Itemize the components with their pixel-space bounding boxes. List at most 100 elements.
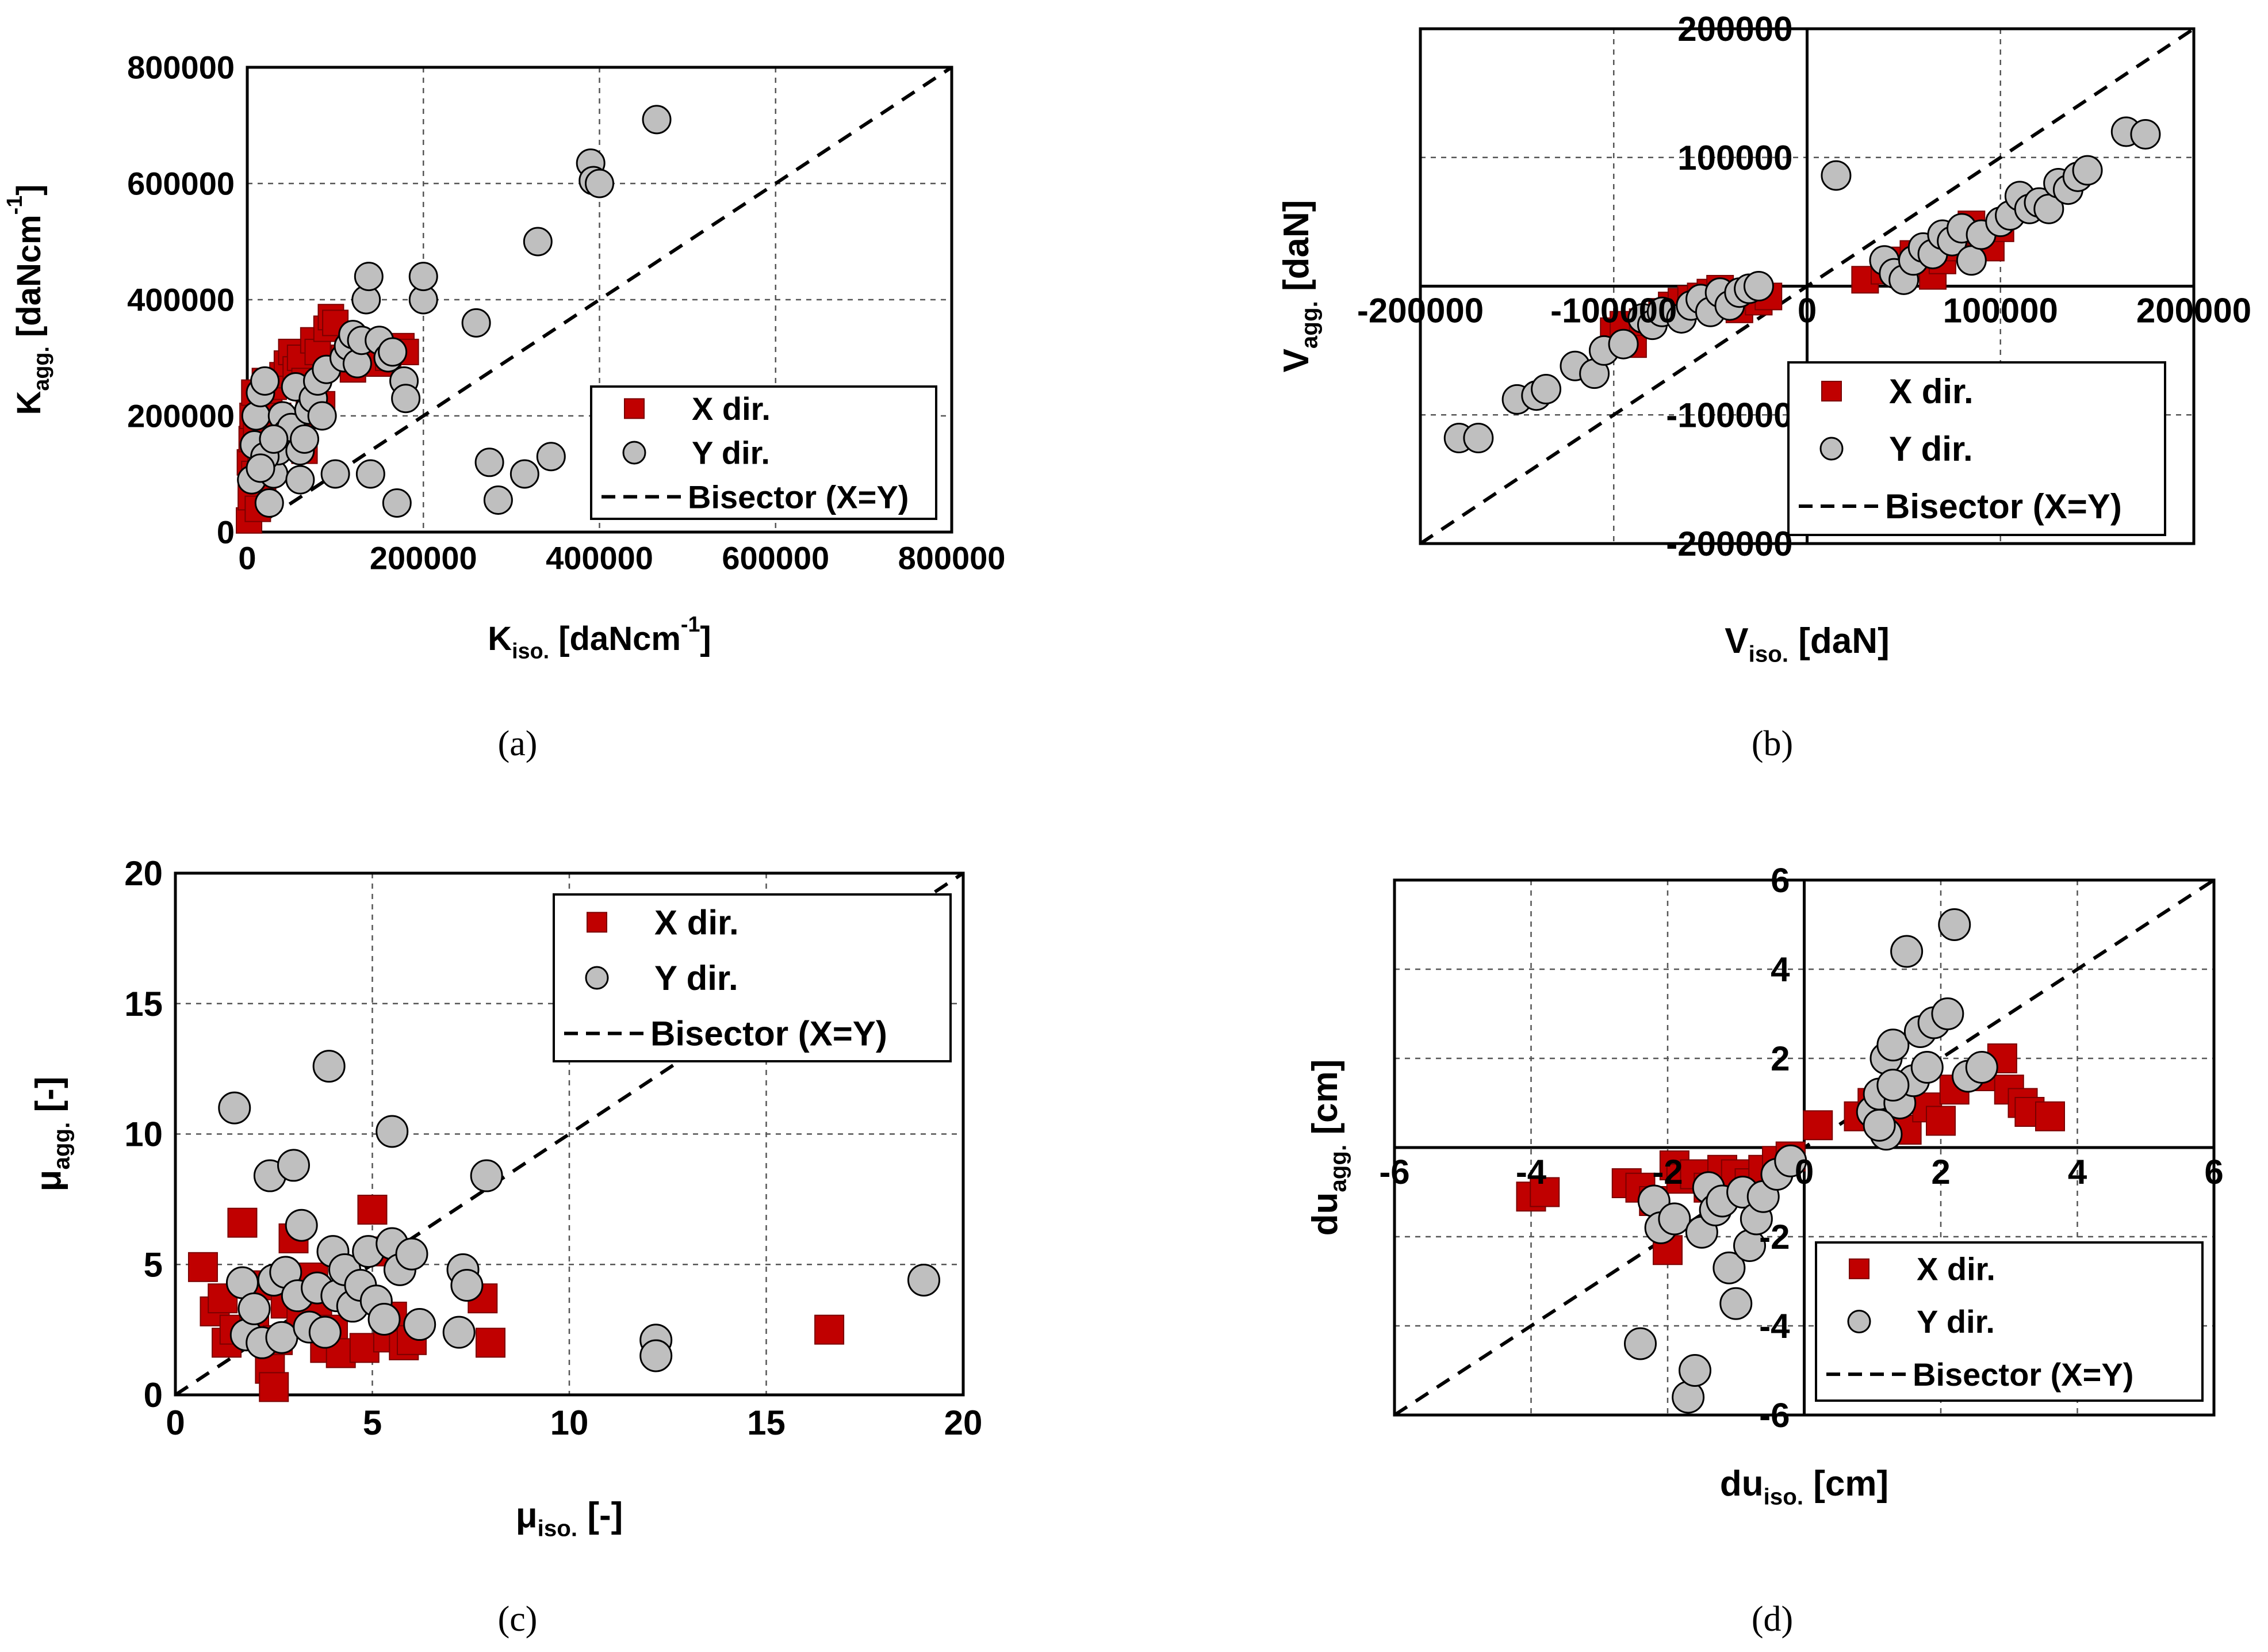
charta-y-dir-point xyxy=(536,442,566,472)
chartb-legend-entry-label: Bisector (X=Y) xyxy=(1885,487,2122,526)
chartd-y-dir-point xyxy=(1931,997,1964,1030)
charta-legend-x-dir-symbol xyxy=(624,398,645,419)
chartb-y-dir-point xyxy=(2130,118,2161,150)
charta-y-dir-point xyxy=(408,262,438,292)
charta-legend-entry-label: X dir. xyxy=(692,391,771,427)
charta-y-dir-point xyxy=(320,459,350,489)
chartd-y-dir-point xyxy=(1774,1144,1807,1177)
chartb-x-tick-label: 100000 xyxy=(1943,292,2058,330)
chartd-x-dir-point xyxy=(1803,1110,1833,1141)
chart-b: -200000 -100000 0 100000 200000 -200000 -10000… xyxy=(1277,10,2251,667)
charta-bisector-line xyxy=(246,66,953,534)
charta-y-dir-point xyxy=(254,488,284,518)
chartc-y-dir-point xyxy=(312,1050,346,1083)
chartc-x-dir-point xyxy=(476,1328,505,1358)
chartd-y-tick-label: 2 xyxy=(1771,1039,1790,1078)
chartc-y-dir-point xyxy=(639,1339,673,1372)
charta-y-dir-point xyxy=(259,424,289,454)
chartd-y-dir-point xyxy=(1890,935,1924,968)
caption-d: (d) xyxy=(1751,1600,1794,1639)
chartc-x-axis-label: μiso. [-] xyxy=(516,1496,623,1542)
chart-a: 0 200000 400000 600000 800000 0 200000 400000 60… xyxy=(2,49,1005,663)
caption-c: (c) xyxy=(497,1600,538,1639)
chartb-y-dir-point xyxy=(1956,245,1987,276)
chartc-y-tick-label: 20 xyxy=(124,854,163,893)
chartd-legend-x-dir-symbol xyxy=(1849,1258,1869,1279)
charta-y-dir-point xyxy=(246,453,275,483)
chartd-x-tick-label: 6 xyxy=(2204,1153,2223,1191)
chartc-y-tick-label: 0 xyxy=(144,1376,163,1414)
chartc-y-dir-point xyxy=(403,1308,436,1341)
chartd-x-tick-label: 0 xyxy=(1795,1153,1814,1191)
charta-x-tick-label: 800000 xyxy=(898,540,1006,576)
charta-y-tick-label: 200000 xyxy=(127,398,235,434)
chartb-y-dir-point xyxy=(1463,423,1494,454)
chartd-y-tick-label: -4 xyxy=(1759,1307,1790,1345)
chartc-x-tick-label: 5 xyxy=(363,1404,382,1442)
chartc-y-dir-point xyxy=(265,1321,298,1354)
charta-x-axis-label: Kiso. [daNcm-1] xyxy=(488,612,711,663)
charta-y-dir-point xyxy=(290,424,320,454)
chartd-x-tick-label: -2 xyxy=(1652,1153,1683,1191)
chartd-y-dir-point xyxy=(1876,1069,1910,1102)
charta-plot-frame xyxy=(246,66,953,534)
charta-y-dir-point xyxy=(285,465,315,495)
chartb-x-tick-label: 200000 xyxy=(2136,292,2251,330)
chartc-legend-entry-label: Y dir. xyxy=(654,959,738,997)
chartd-y-axis-label: duagg. [cm] xyxy=(1305,1060,1351,1236)
chartc-x-dir-point xyxy=(814,1314,845,1345)
chartd-y-dir-point xyxy=(1938,908,1971,941)
chartd-y-dir-point xyxy=(1713,1251,1746,1284)
charta-legend-y-dir-symbol xyxy=(622,441,646,465)
chartc-legend-y-dir-symbol xyxy=(585,966,609,990)
charta-x-tick-label: 200000 xyxy=(370,540,477,576)
chartd-y-dir-point xyxy=(1910,1051,1944,1084)
chartc-x-dir-point xyxy=(259,1372,289,1402)
chartb-legend-entry-label: Y dir. xyxy=(1889,430,1973,468)
chartd-x-axis-label: duiso. [cm] xyxy=(1720,1464,1888,1510)
chartd-y-dir-point xyxy=(1719,1287,1753,1320)
chartc-legend-entry-label: Bisector (X=Y) xyxy=(650,1015,887,1053)
chartc-y-dir-point xyxy=(308,1316,342,1349)
chartc-legend-x-dir-symbol xyxy=(587,912,607,933)
chartd-x-tick-label: 2 xyxy=(1931,1153,1950,1191)
chartd-y-dir-point xyxy=(1965,1051,1998,1084)
chartd-x-dir-point xyxy=(1530,1177,1560,1207)
chartc-y-dir-point xyxy=(367,1302,401,1336)
chartb-y-dir-point xyxy=(1531,374,1562,404)
chartc-x-tick-label: 10 xyxy=(550,1404,589,1442)
chartc-y-tick-label: 15 xyxy=(124,985,163,1023)
chartb-bisector-line xyxy=(1419,27,2195,545)
charta-y-dir-point xyxy=(474,448,504,477)
chartc-y-dir-point xyxy=(376,1115,409,1148)
charta-y-dir-point xyxy=(382,488,412,518)
charta-y-dir-point xyxy=(642,105,672,135)
chartb-x-tick-label: 0 xyxy=(1798,292,1817,330)
chartd-legend-entry-label: Y dir. xyxy=(1917,1303,1995,1340)
chartd-x-tick-label: -6 xyxy=(1379,1153,1409,1191)
charta-y-tick-label: 800000 xyxy=(127,49,235,86)
chartb-y-dir-point xyxy=(1743,271,1774,301)
chartd-x-tick-label: -4 xyxy=(1516,1153,1547,1191)
chartc-plot-frame xyxy=(174,871,965,1397)
chartb-x-tick-label: -100000 xyxy=(1550,292,1677,330)
chartc-x-tick-label: 0 xyxy=(166,1404,185,1442)
chartc-y-axis-label: μagg. [-] xyxy=(29,1077,75,1192)
charta-x-tick-label: 0 xyxy=(238,540,256,576)
charta-y-dir-point xyxy=(355,459,385,489)
chartc-x-tick-label: 20 xyxy=(944,1404,983,1442)
chartb-y-dir-point xyxy=(1608,328,1639,360)
chartb-y-dir-point xyxy=(2072,155,2103,186)
charta-legend-entry-label: Bisector (X=Y) xyxy=(688,479,909,515)
charta-y-dir-point xyxy=(354,262,384,292)
charta-x-tick-label: 600000 xyxy=(722,540,829,576)
charta-y-axis-label: Kagg. [daNcm-1] xyxy=(2,184,53,415)
charta-y-dir-point xyxy=(391,384,421,414)
chartd-y-tick-label: 6 xyxy=(1771,861,1790,900)
chartd-y-tick-label: -2 xyxy=(1759,1218,1790,1256)
charta-y-tick-label: 0 xyxy=(217,514,235,550)
chartd-y-dir-point xyxy=(1679,1354,1711,1387)
caption-b: (b) xyxy=(1751,724,1794,763)
chartc-y-dir-point xyxy=(442,1316,476,1349)
